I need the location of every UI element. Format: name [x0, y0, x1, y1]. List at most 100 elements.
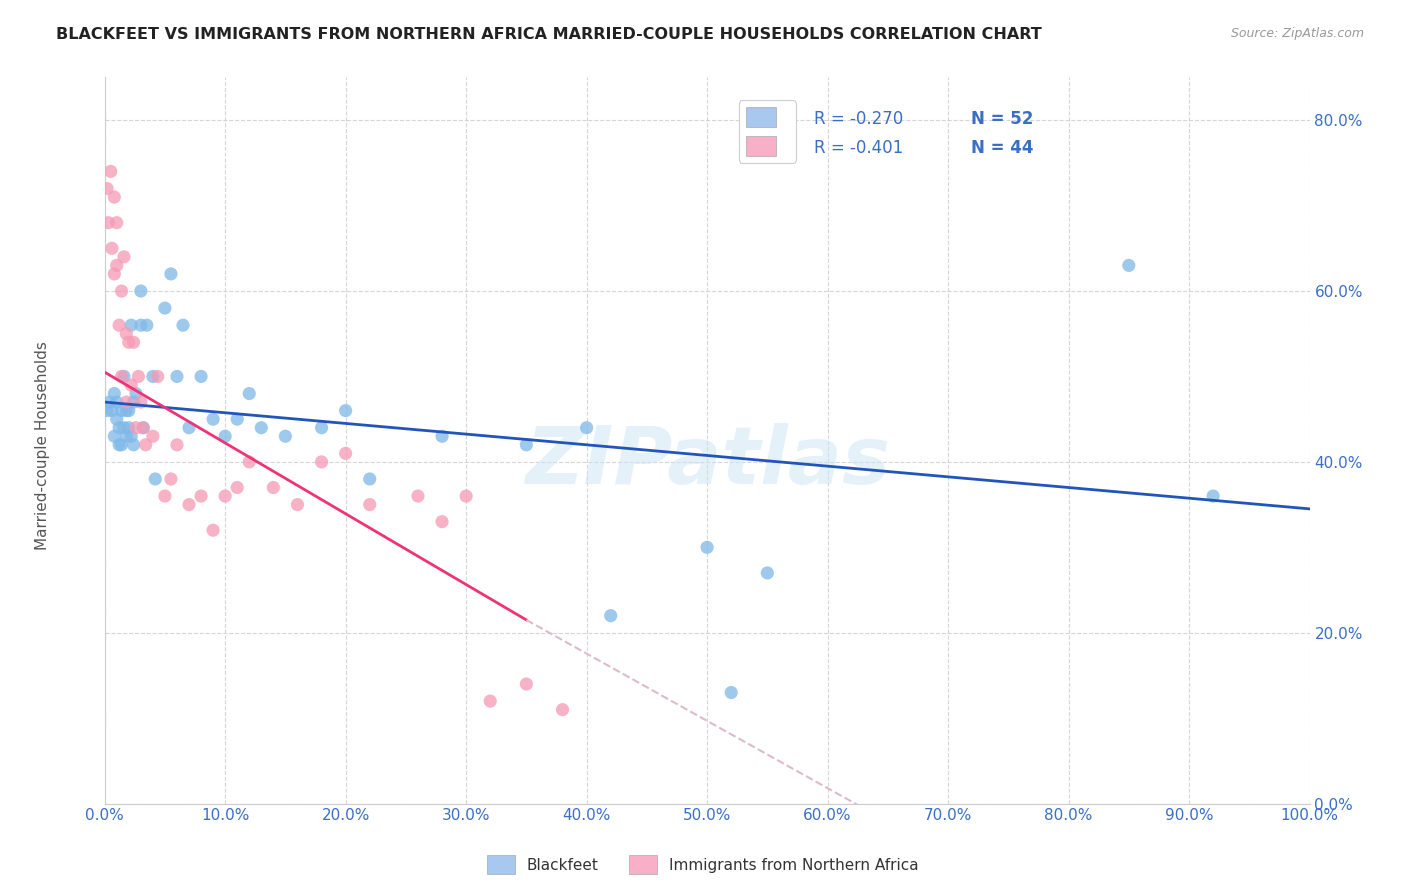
Point — [177, 498, 200, 512]
Point — [103, 190, 125, 204]
Point — [105, 395, 128, 409]
Point — [135, 318, 157, 333]
Point — [101, 403, 124, 417]
Text: N = 44: N = 44 — [970, 139, 1033, 157]
Point — [129, 318, 152, 333]
Point — [756, 566, 779, 580]
Point — [110, 438, 132, 452]
Point — [359, 472, 381, 486]
Point — [120, 378, 142, 392]
Point — [551, 703, 574, 717]
Point — [153, 301, 176, 315]
Point — [599, 608, 621, 623]
Point — [129, 284, 152, 298]
Point — [214, 429, 236, 443]
Point — [190, 369, 212, 384]
Point — [105, 216, 128, 230]
Point — [132, 421, 155, 435]
Point — [456, 489, 478, 503]
Point — [105, 412, 128, 426]
Point — [359, 498, 381, 512]
Point — [122, 438, 145, 452]
Point — [135, 438, 157, 452]
Legend: Blackfeet, Immigrants from Northern Africa: Blackfeet, Immigrants from Northern Afri… — [481, 849, 925, 880]
Point — [287, 498, 309, 512]
Point — [166, 369, 188, 384]
Point — [122, 395, 145, 409]
Point — [105, 259, 128, 273]
Point — [142, 429, 165, 443]
Point — [115, 429, 138, 443]
Point — [103, 267, 125, 281]
Point — [430, 429, 453, 443]
Point — [132, 421, 155, 435]
Point — [202, 412, 225, 426]
Point — [696, 541, 718, 555]
Point — [98, 395, 121, 409]
Point — [115, 403, 138, 417]
Point — [115, 326, 138, 341]
Point — [146, 369, 169, 384]
Point — [214, 489, 236, 503]
Point — [100, 164, 122, 178]
Point — [1202, 489, 1225, 503]
Point — [238, 386, 260, 401]
Point — [515, 677, 537, 691]
Point — [479, 694, 502, 708]
Point — [96, 181, 118, 195]
Point — [112, 250, 135, 264]
Point — [153, 489, 176, 503]
Point — [129, 395, 152, 409]
Text: ZIPatlas: ZIPatlas — [524, 424, 890, 501]
Point — [110, 403, 132, 417]
Point — [112, 421, 135, 435]
Point — [108, 318, 131, 333]
Point — [311, 421, 333, 435]
Point — [430, 515, 453, 529]
Text: Married-couple Households: Married-couple Households — [35, 342, 49, 550]
Point — [166, 438, 188, 452]
Text: R = -0.270: R = -0.270 — [814, 111, 904, 128]
Point — [122, 335, 145, 350]
Point — [406, 489, 429, 503]
Point — [1118, 259, 1140, 273]
Point — [108, 438, 131, 452]
Point — [108, 421, 131, 435]
Point — [97, 216, 120, 230]
Point — [127, 369, 149, 384]
Point — [112, 369, 135, 384]
Point — [202, 523, 225, 537]
Point — [335, 446, 357, 460]
Point — [172, 318, 194, 333]
Point — [103, 386, 125, 401]
Point — [311, 455, 333, 469]
Point — [190, 489, 212, 503]
Text: R = -0.401: R = -0.401 — [814, 139, 904, 157]
Point — [120, 429, 142, 443]
Point — [115, 395, 138, 409]
Point — [262, 481, 284, 495]
Point — [118, 403, 141, 417]
Text: Source: ZipAtlas.com: Source: ZipAtlas.com — [1230, 27, 1364, 40]
Point — [101, 241, 124, 255]
Point — [143, 472, 166, 486]
Point — [575, 421, 598, 435]
Text: N = 52: N = 52 — [970, 111, 1033, 128]
Point — [110, 369, 132, 384]
Point — [226, 481, 249, 495]
Point — [238, 455, 260, 469]
Point — [226, 412, 249, 426]
Point — [96, 403, 118, 417]
Point — [118, 421, 141, 435]
Point — [120, 318, 142, 333]
Legend:  ,  : , — [740, 100, 796, 162]
Point — [103, 429, 125, 443]
Point — [335, 403, 357, 417]
Point — [160, 472, 183, 486]
Point — [177, 421, 200, 435]
Point — [515, 438, 537, 452]
Point — [160, 267, 183, 281]
Point — [142, 369, 165, 384]
Point — [125, 386, 148, 401]
Point — [110, 284, 132, 298]
